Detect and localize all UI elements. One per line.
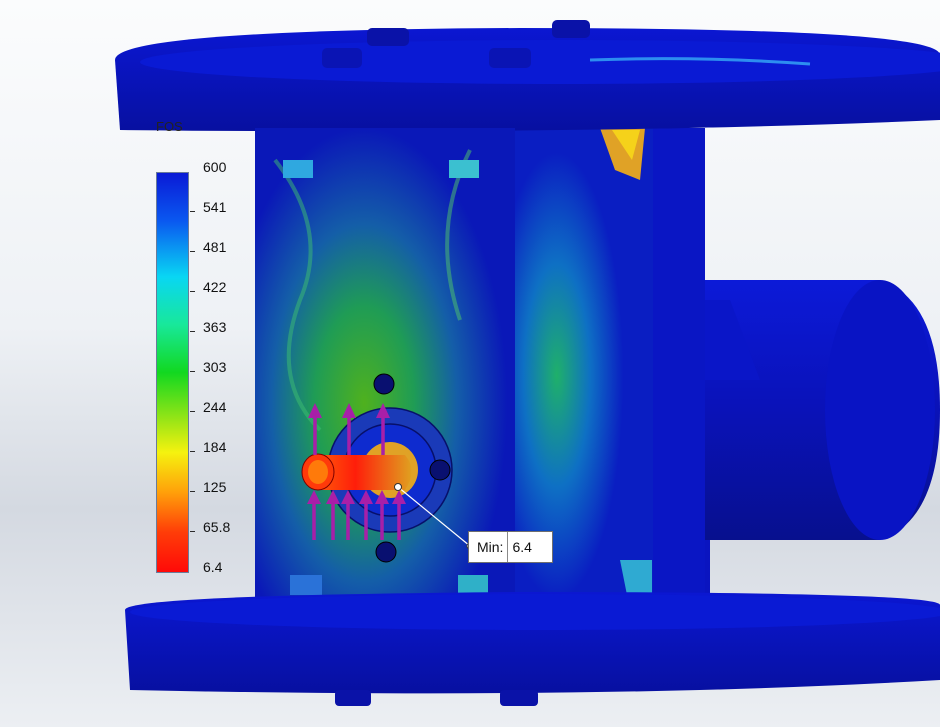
top-plate	[115, 20, 940, 132]
legend-tick-label: 6.4	[203, 559, 223, 575]
legend-tick-label: 244	[203, 399, 227, 415]
legend-tick-label: 184	[203, 439, 227, 455]
legend-tick-label: 303	[203, 359, 227, 375]
legend-tick-mark	[190, 491, 195, 492]
probe-label: Min:	[469, 532, 509, 562]
legend-tick-mark	[190, 451, 195, 452]
load-arrow-icon	[308, 403, 322, 455]
probe-result[interactable]: Min: 6.4	[468, 531, 554, 563]
legend-tick-mark	[190, 251, 195, 252]
load-arrow-icon	[392, 490, 406, 540]
legend-tick-label: 422	[203, 279, 227, 295]
load-arrow-icon	[326, 490, 340, 540]
legend-tick-label: 541	[203, 199, 227, 215]
load-arrow-icon	[359, 490, 373, 540]
legend-title: FOS	[156, 119, 183, 133]
legend-tick-mark	[190, 531, 195, 532]
legend-tick-label: 363	[203, 319, 227, 335]
legend-tick-mark	[190, 211, 195, 212]
legend-tick-label: 600	[203, 159, 227, 175]
probe-value: 6.4	[512, 539, 532, 555]
legend-tick-label: 125	[203, 479, 227, 495]
load-arrow-icon	[341, 490, 355, 540]
front-plate	[255, 128, 515, 628]
bottom-plate	[125, 592, 940, 706]
legend-colorbar	[156, 172, 189, 573]
legend-tick-label: 481	[203, 239, 227, 255]
legend-tick-label: 65.8	[203, 519, 231, 535]
load-arrows	[307, 403, 406, 540]
side-block	[505, 128, 705, 623]
load-arrow-icon	[342, 403, 356, 455]
probe-pin-icon	[394, 483, 402, 491]
load-arrow-icon	[307, 490, 321, 540]
legend-tick-mark	[190, 291, 195, 292]
load-arrow-icon	[376, 403, 390, 455]
legend-tick-mark	[190, 331, 195, 332]
legend-tick-mark	[190, 371, 195, 372]
load-arrow-icon	[375, 490, 389, 540]
legend-tick-mark	[190, 411, 195, 412]
